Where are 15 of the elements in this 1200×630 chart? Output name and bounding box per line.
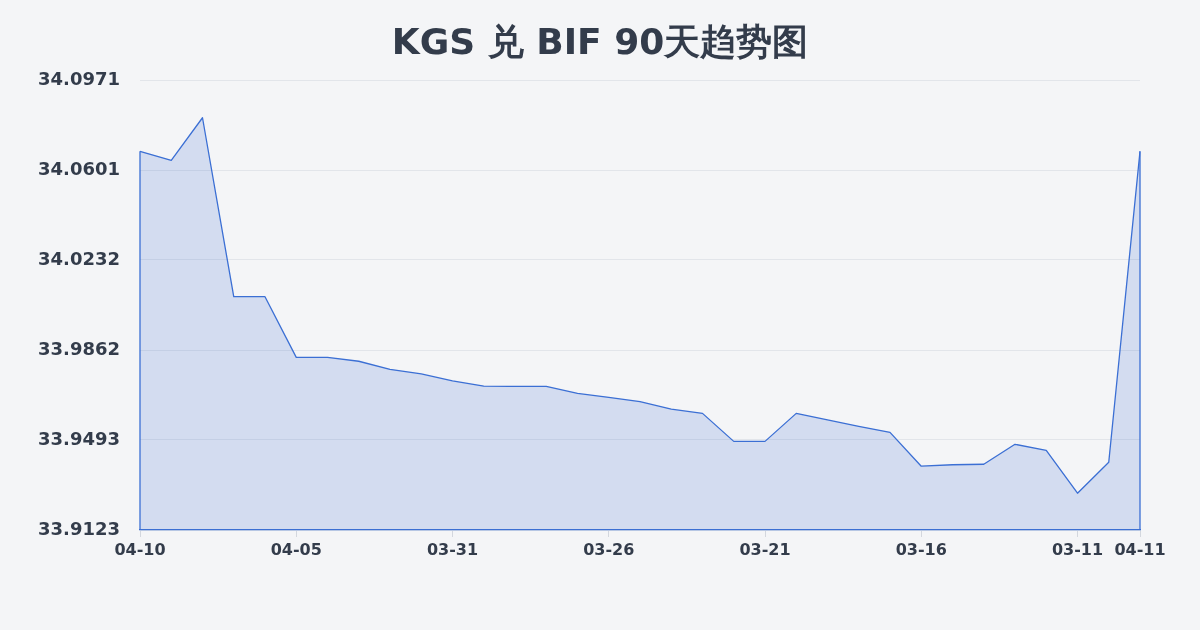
x-tick-label: 04-10 xyxy=(114,539,166,559)
x-tick-label: 03-31 xyxy=(426,539,479,559)
y-tick-label: 34.0601 xyxy=(38,157,120,179)
y-tick-label: 33.9862 xyxy=(38,337,120,359)
y-tick-label: 33.9493 xyxy=(38,427,120,449)
y-tick-label: 34.0971 xyxy=(38,67,120,89)
y-tick-label: 34.0232 xyxy=(38,247,120,269)
x-tick-label: 03-21 xyxy=(739,539,791,559)
chart-title: KGS 兑 BIF 90天趋势图 xyxy=(391,21,809,63)
x-tick-label: 03-26 xyxy=(583,539,635,559)
x-tick-label: 04-05 xyxy=(270,539,322,559)
y-tick-label: 33.9123 xyxy=(38,517,120,539)
x-tick-label: 03-11 xyxy=(1051,539,1104,559)
x-tick-label: 04-11 xyxy=(1114,539,1166,559)
x-tick-label: 03-16 xyxy=(895,539,947,559)
